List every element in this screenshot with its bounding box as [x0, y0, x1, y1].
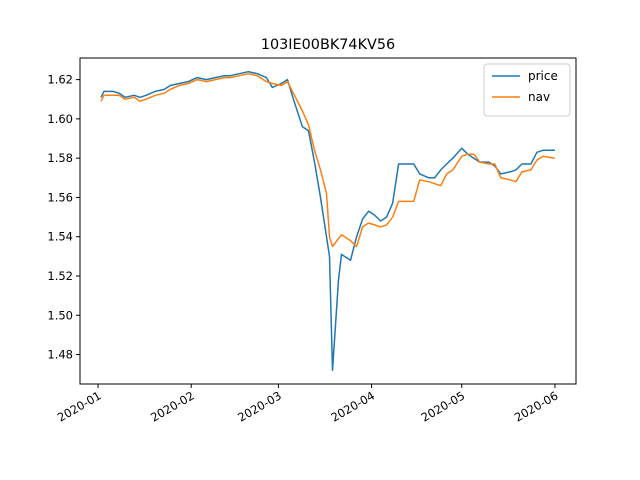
legend: price nav	[483, 63, 571, 117]
plot-area	[79, 57, 577, 385]
y-tick-label: 1.48	[47, 348, 73, 362]
y-axis: 1.48 1.50 1.52 1.54 1.56 1.58 1.60 1.62	[47, 73, 80, 362]
legend-label-price: price	[528, 69, 558, 83]
y-tick-label: 1.50	[47, 308, 73, 322]
y-tick-label: 1.52	[47, 269, 73, 283]
plot-frame	[79, 57, 577, 385]
chart-title: 103IE00BK74KV56	[261, 37, 395, 53]
series-line-nav	[100, 72, 556, 248]
y-tick-label: 1.54	[47, 230, 73, 244]
y-tick-label: 1.60	[47, 112, 73, 126]
series-lines	[100, 70, 556, 372]
y-tick-label: 1.56	[47, 190, 73, 204]
y-tick-label: 1.62	[47, 73, 73, 87]
y-tick-label: 1.58	[47, 151, 73, 165]
series-line-price	[100, 70, 555, 372]
legend-box	[483, 63, 571, 117]
legend-label-nav: nav	[528, 90, 550, 104]
